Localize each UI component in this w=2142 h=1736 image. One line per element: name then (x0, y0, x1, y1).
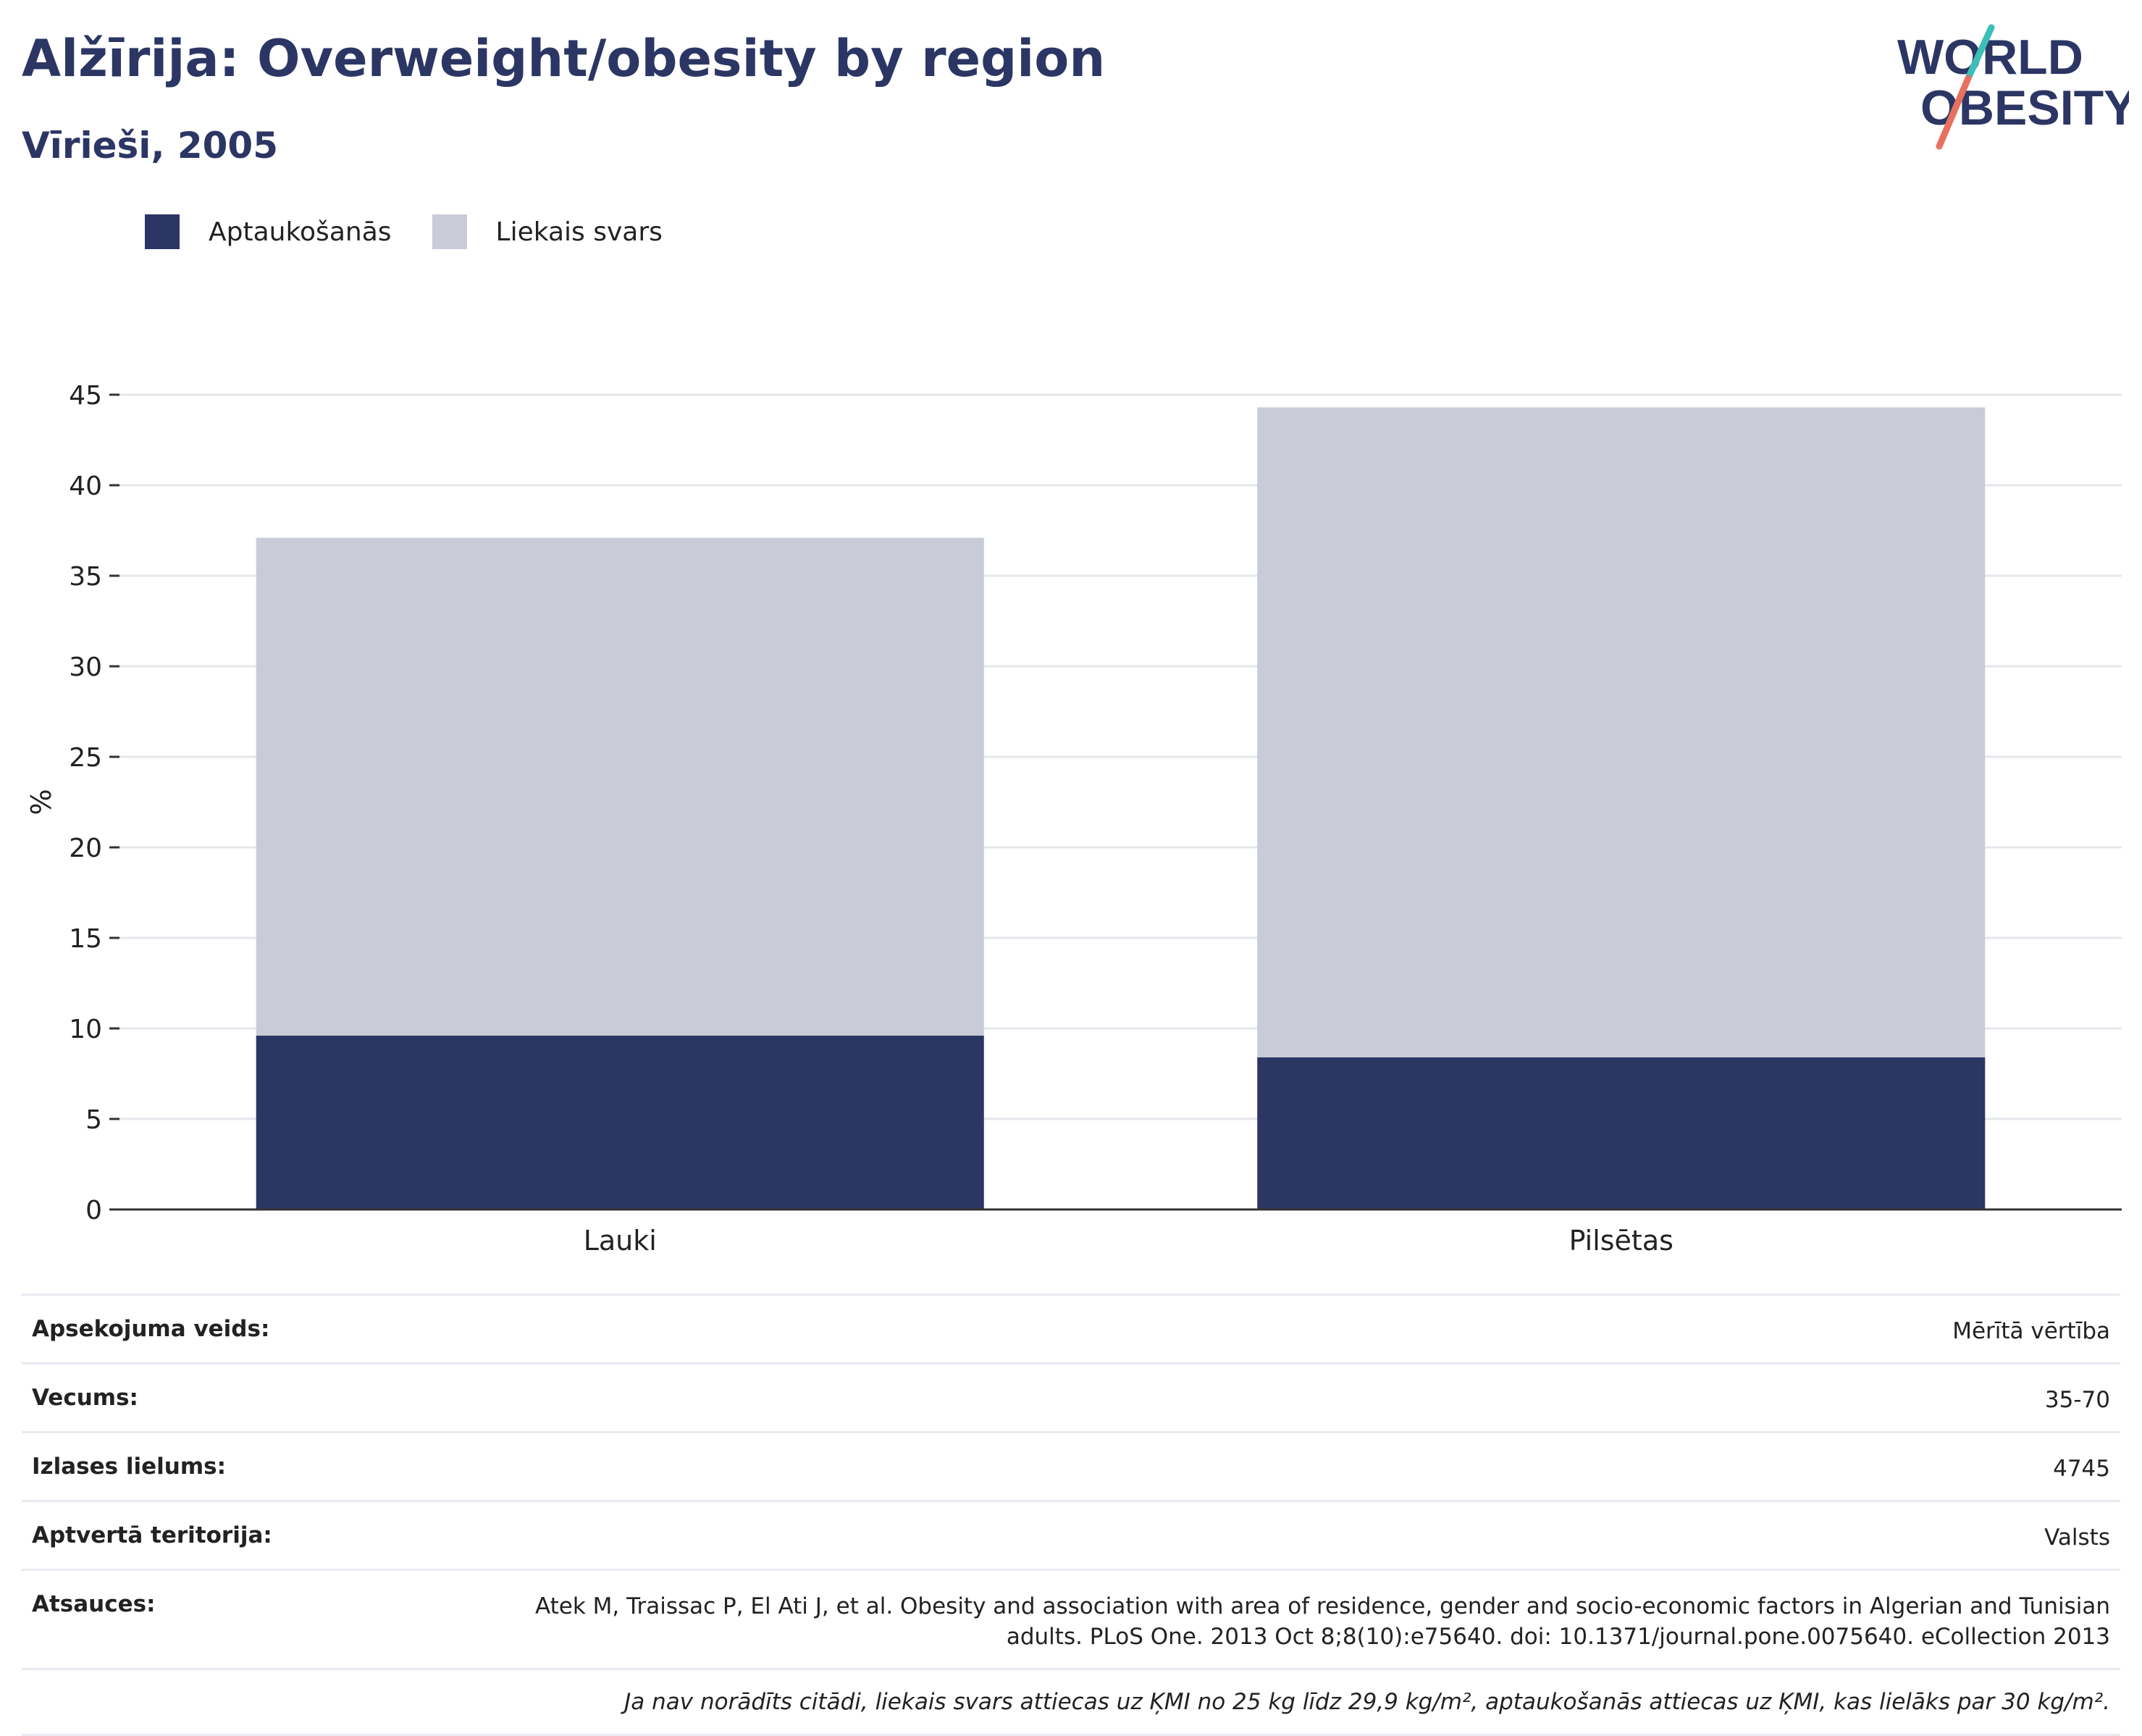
logo-slash-coral (1936, 75, 1972, 150)
legend-swatch-obesity (145, 214, 180, 249)
legend-item-overweight[interactable]: Liekais svars (432, 214, 663, 249)
info-value-references: Atek M, Traissac P, El Ati J, et al. Obe… (534, 1593, 2110, 1650)
info-label-references: Atsauces: (32, 1591, 156, 1617)
logo-slash-teal (1965, 24, 1995, 82)
info-label-coverage: Aptvertā teritorija: (32, 1522, 272, 1548)
world-obesity-logo: WORLD OBESITY (1897, 24, 2129, 150)
legend-swatch-overweight (432, 214, 467, 249)
y-tick-label: 20 (69, 834, 102, 863)
bar-obesity[interactable] (256, 1036, 984, 1209)
x-tick-label: Lauki (584, 1225, 657, 1257)
info-value-survey-type: Mērītā vērtība (1952, 1318, 2110, 1344)
info-row-survey-type: Apsekojuma veids: Mērītā vērtība (22, 1293, 2120, 1362)
x-tick-label: Pilsētas (1569, 1225, 1673, 1257)
info-row-sample-size: Izlases lielums: 4745 (22, 1431, 2120, 1500)
bar-obesity[interactable] (1257, 1057, 1986, 1209)
page-subtitle: Vīrieši, 2005 (22, 125, 279, 167)
y-tick-label: 15 (69, 924, 102, 954)
y-tick-label: 45 (69, 381, 102, 411)
y-tick-label: 40 (69, 471, 102, 501)
legend-label-overweight: Liekais svars (495, 217, 663, 247)
bar-overweight[interactable] (1257, 407, 1986, 1058)
legend-label-obesity: Aptaukošanās (209, 217, 392, 247)
info-value-sample-size: 4745 (2053, 1456, 2110, 1482)
info-value-age: 35-70 (2044, 1387, 2110, 1413)
logo-text-obesity: OBESITY (1920, 80, 2129, 135)
chart-legend: Aptaukošanās Liekais svars (145, 214, 703, 249)
info-label-sample-size: Izlases lielums: (32, 1454, 226, 1480)
y-tick-label: 10 (69, 1015, 102, 1044)
legend-item-obesity[interactable]: Aptaukošanās (145, 214, 392, 249)
stacked-bar-chart: 0 5 10 15 20 25 30 35 40 45% Lauki Pilsētas (25, 381, 2122, 1257)
info-value-coverage: Valsts (2044, 1525, 2110, 1551)
logo-text-world: WORLD (1897, 30, 2083, 85)
y-tick-label: 0 (85, 1196, 102, 1225)
info-label-survey-type: Apsekojuma veids: (32, 1316, 270, 1342)
info-row-coverage: Aptvertā teritorija: Valsts (22, 1500, 2120, 1569)
bmi-definition-note: Ja nav norādīts citādi, liekais svars at… (22, 1668, 2120, 1736)
y-tick-label: 35 (69, 562, 102, 592)
y-tick-label: 25 (69, 743, 102, 773)
y-tick-label: 5 (85, 1105, 102, 1135)
bar-overweight[interactable] (256, 537, 984, 1036)
info-label-age: Vecums: (32, 1385, 138, 1411)
y-tick-label: 30 (69, 653, 102, 682)
survey-info-table: Apsekojuma veids: Mērītā vērtība Vecums:… (22, 1293, 2120, 1736)
page-title: Alžīrija: Overweight/obesity by region (22, 29, 1106, 88)
info-row-age: Vecums: 35-70 (22, 1362, 2120, 1431)
info-row-references: Atsauces: Atek M, Traissac P, El Ati J, … (22, 1569, 2120, 1668)
y-axis-label: % (25, 789, 57, 815)
